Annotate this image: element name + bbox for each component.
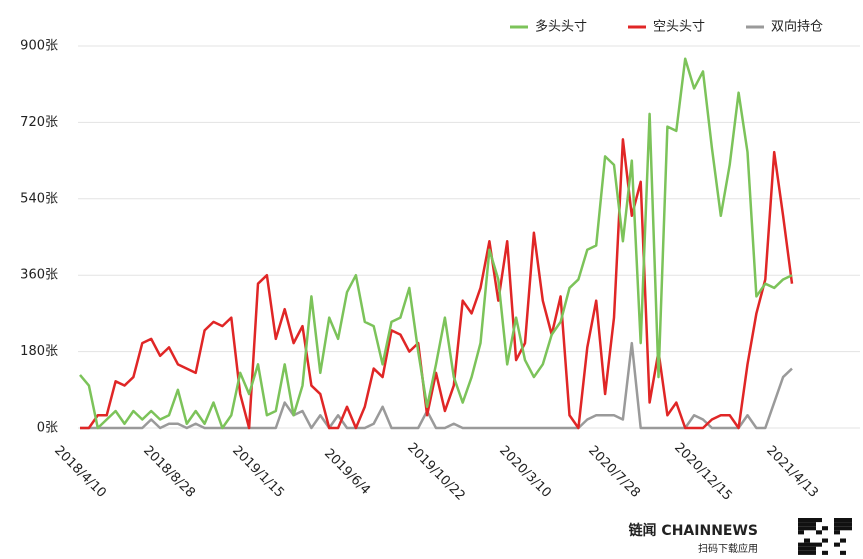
series-line — [79, 57, 793, 430]
y-tick-label: 900张 — [20, 39, 58, 54]
qr-cell — [798, 522, 804, 527]
qr-cell — [798, 550, 804, 555]
x-tick-label: 2020/7/28 — [585, 443, 643, 501]
qr-cell — [798, 518, 804, 523]
qr-cell — [840, 526, 846, 531]
qr-cell — [804, 522, 810, 527]
x-tick-label: 2019/10/22 — [404, 440, 468, 504]
qr-cell — [834, 530, 840, 535]
x-tick-label: 2018/8/28 — [140, 443, 198, 501]
qr-cell — [804, 546, 810, 551]
brand-name: 链闻 CHAINNEWS — [629, 522, 758, 539]
qr-cell — [804, 550, 810, 555]
qr-cell — [822, 538, 828, 543]
series-line — [80, 341, 793, 430]
qr-cell — [840, 538, 846, 543]
x-tick-label: 2020/3/10 — [496, 443, 554, 501]
brand-slogan: 扫码下载应用 — [698, 542, 758, 555]
legend-label: 双向持仓 — [771, 19, 823, 35]
qr-cell — [834, 522, 840, 527]
qr-cell — [810, 550, 816, 555]
qr-cell — [810, 518, 816, 523]
qr-cell — [798, 526, 804, 531]
qr-cell — [834, 542, 840, 547]
y-tick-label: 360张 — [20, 268, 58, 283]
legend-label: 多头头寸 — [535, 19, 587, 35]
qr-cell — [816, 530, 822, 535]
qr-cell — [810, 546, 816, 551]
legend-label: 空头头寸 — [653, 20, 705, 35]
qr-cell — [822, 526, 828, 531]
qr-cell — [798, 546, 804, 551]
x-tick-label: 2018/4/10 — [51, 443, 109, 501]
qr-cell — [816, 518, 822, 523]
qr-cell — [840, 522, 846, 527]
qr-cell — [810, 522, 816, 527]
qr-cell — [798, 530, 804, 535]
x-tick-label: 2019/1/15 — [229, 443, 287, 501]
qr-cell — [804, 538, 810, 543]
qr-cell — [810, 526, 816, 531]
qr-cell — [846, 526, 852, 531]
qr-cell — [804, 542, 810, 547]
qr-cell — [816, 542, 822, 547]
qr-cell — [840, 550, 846, 555]
y-tick-label: 180张 — [20, 344, 58, 359]
y-tick-label: 0张 — [37, 421, 58, 436]
x-tick-label: 2020/12/15 — [671, 440, 735, 504]
qr-cell — [834, 518, 840, 523]
qr-cell — [810, 542, 816, 547]
qr-cell — [804, 526, 810, 531]
qr-cell — [846, 518, 852, 523]
qr-cell — [822, 550, 828, 555]
qr-cell — [846, 522, 852, 527]
x-tick-label: 2019/6/4 — [321, 446, 373, 498]
qr-cell — [798, 542, 804, 547]
y-tick-label: 540张 — [20, 191, 58, 206]
qr-cell — [840, 518, 846, 523]
x-tick-label: 2021/4/13 — [763, 443, 821, 501]
qr-code — [798, 518, 852, 555]
qr-cell — [834, 526, 840, 531]
series-line — [80, 138, 794, 430]
qr-cell — [804, 518, 810, 523]
y-tick-label: 720张 — [20, 115, 58, 130]
